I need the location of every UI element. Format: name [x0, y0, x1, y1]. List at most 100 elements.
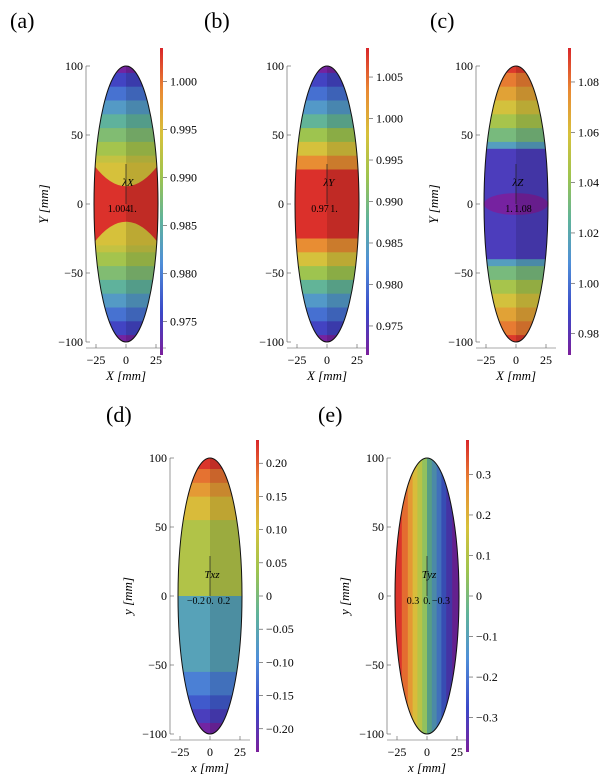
contour-band	[178, 722, 242, 734]
x-tick-label: 25	[351, 353, 363, 367]
panel-label: (a)	[10, 8, 34, 33]
inset-label: λX	[121, 177, 135, 189]
contour-band	[178, 458, 242, 470]
y-tick-label: 50	[272, 128, 284, 142]
contour-band	[295, 266, 359, 281]
colorbar-gradient	[466, 440, 469, 752]
contour-band	[484, 335, 548, 342]
x-tick-label: 0	[123, 353, 129, 367]
y-tick-label: −100	[142, 727, 167, 741]
colorbar-tick-label: 1.06	[578, 125, 599, 139]
contour-band	[484, 86, 548, 102]
contour-band	[484, 307, 548, 322]
colorbar-tick-label: 0.985	[376, 236, 403, 250]
contour-band	[295, 155, 359, 171]
x-tick-label: 25	[234, 745, 246, 759]
y-tick-label: 50	[71, 128, 83, 142]
contour-band	[295, 66, 359, 74]
x-tick-label: 0	[513, 353, 519, 367]
colorbar-tick-label: −0.15	[266, 689, 294, 703]
contour-band	[295, 335, 359, 342]
inset-value: 1.	[129, 204, 137, 215]
contour-band	[484, 128, 548, 143]
colorbar: 1.000 0.995 0.990 0.985 0.980 0.975	[160, 48, 197, 355]
colorbar-tick-label: 0	[266, 589, 272, 603]
contour-bands	[395, 458, 459, 734]
colorbar-gradient	[366, 48, 369, 355]
x-axis-label: X [mm]	[495, 368, 536, 383]
x-tick-label: 25	[150, 353, 162, 367]
colorbar-tick-label: 1.00	[578, 276, 599, 290]
axes: 100 50 0 −50 −100 −25 0 25 x [mm] y [mm]	[120, 451, 250, 775]
x-tick-label: 25	[451, 745, 463, 759]
contour-band	[484, 100, 548, 115]
colorbar-tick-label: 0.2	[476, 508, 491, 522]
contour-band	[94, 155, 158, 164]
inset-value: 1.	[505, 204, 513, 215]
inset-value: 0.3	[407, 596, 420, 607]
panel-label: (e)	[318, 402, 342, 427]
colorbar-tick-label: 1.005	[376, 70, 403, 84]
colorbar: 1.08 1.06 1.04 1.02 1.00 0.98	[568, 48, 599, 355]
contour-band	[94, 141, 158, 157]
inset-label: Tyz	[422, 569, 437, 581]
colorbar: 0.20 0.15 0.10 0.05 0 −0.05 −0.10 −0.15 −0.20	[256, 440, 294, 752]
contour-band	[417, 458, 423, 734]
contour-band	[431, 458, 438, 734]
y-tick-label: 50	[155, 520, 167, 534]
contour-band	[94, 128, 158, 143]
x-tick-label: −25	[171, 745, 190, 759]
y-tick-label: 100	[266, 59, 284, 73]
colorbar-tick-label: 0.15	[266, 489, 287, 503]
inset-value: −0.2	[187, 596, 205, 607]
x-tick-label: 0	[324, 353, 330, 367]
contour-band	[295, 238, 359, 253]
colorbar-tick-label: 0.3	[476, 467, 491, 481]
contour-band	[295, 141, 359, 157]
colorbar-tick-label: −0.2	[476, 670, 498, 684]
contour-band	[484, 114, 548, 129]
contour-band	[94, 66, 158, 74]
contour-band	[407, 458, 414, 734]
contour-band	[94, 86, 158, 102]
contour-band	[401, 458, 409, 734]
colorbar-tick-label: 0.995	[170, 123, 197, 137]
contour-band	[484, 279, 548, 295]
panel-4: (d) 100 50 0 −50 −100 −25 0 25 x [mm] y [mm] Txz −0.…	[106, 402, 294, 775]
y-tick-label: 0	[161, 589, 167, 603]
colorbar-tick-label: 0.990	[376, 195, 403, 209]
y-tick-label: −100	[259, 335, 284, 349]
colorbar-gradient	[568, 48, 571, 355]
contour-band	[94, 293, 158, 309]
y-axis-label: Y [mm]	[426, 184, 441, 223]
contour-band	[484, 141, 548, 150]
contour-band	[295, 128, 359, 143]
colorbar-tick-label: 0.05	[266, 556, 287, 570]
x-tick-label: 25	[540, 353, 552, 367]
colorbar-tick-label: −0.1	[476, 630, 498, 644]
y-tick-label: 0	[278, 197, 284, 211]
contour-band	[178, 695, 242, 710]
colorbar: 0.3 0.2 0.1 0 −0.1 −0.2 −0.3	[466, 440, 498, 752]
axes: 100 50 0 −50 −100 −25 0 25 x [mm] y [mm]	[337, 451, 467, 775]
y-axis-label: y [mm]	[337, 577, 352, 617]
x-tick-label: −25	[477, 353, 496, 367]
colorbar-tick-label: 1.02	[578, 226, 599, 240]
contour-band	[295, 114, 359, 129]
contour-band	[412, 458, 418, 734]
colorbar-tick-label: 0.995	[376, 153, 403, 167]
inset-value: 0.	[206, 596, 214, 607]
contour-band	[178, 596, 242, 673]
specimen-outline	[93, 65, 159, 343]
inset-label: Txz	[204, 569, 220, 581]
contour-band	[484, 266, 548, 281]
inset-value: 1.08	[514, 204, 532, 215]
y-axis-label: Y [mm]	[36, 184, 51, 223]
inset-annotation: λZ 1. 1.08	[505, 164, 532, 215]
contour-band	[94, 279, 158, 295]
inset-value: 1.004	[108, 204, 131, 215]
y-tick-label: −50	[365, 658, 384, 672]
x-tick-label: 0	[207, 745, 213, 759]
y-tick-label: −100	[58, 335, 83, 349]
x-tick-label: 0	[424, 745, 430, 759]
